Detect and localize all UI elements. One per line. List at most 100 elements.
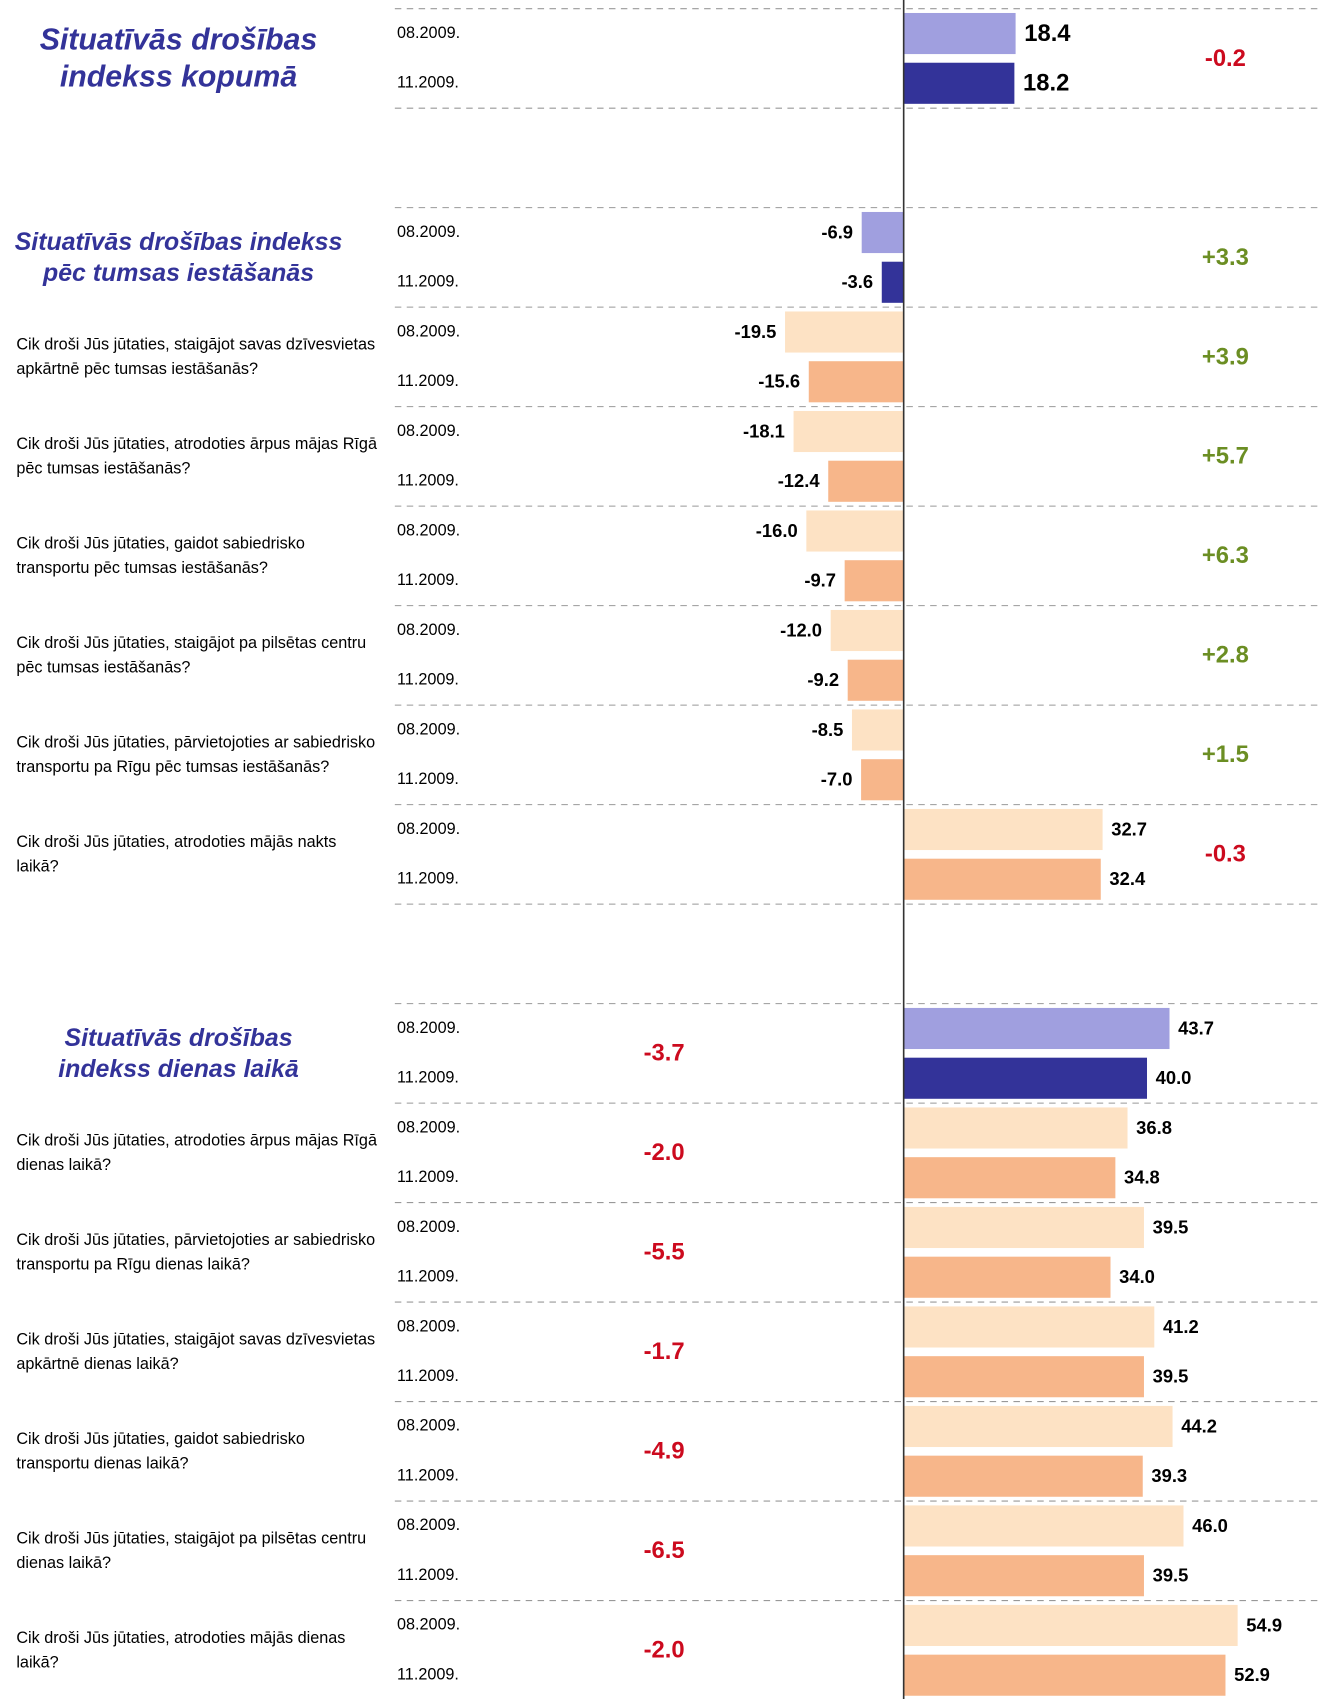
value-label: -19.5 xyxy=(735,321,777,342)
value-label: 46.0 xyxy=(1192,1515,1228,1536)
series-label: 08.2009. xyxy=(397,1616,460,1634)
bar xyxy=(903,1206,1144,1249)
value-label: -15.6 xyxy=(758,371,800,392)
series-label: 08.2009. xyxy=(397,223,460,241)
change-label: +1.5 xyxy=(1202,741,1249,768)
question-label: Cik droši Jūs jūtaties, atrodoties ārpus… xyxy=(16,1131,377,1175)
change-label: -0.3 xyxy=(1205,841,1246,868)
value-label: 39.5 xyxy=(1153,1216,1189,1237)
bar xyxy=(861,759,904,801)
section-title-box: Situatīvās drošības indekss pēc tumsas i… xyxy=(14,227,343,287)
question-label: Cik droši Jūs jūtaties, pārvietojoties a… xyxy=(16,733,376,777)
change-label: +2.8 xyxy=(1202,642,1249,669)
series-label: 11.2009. xyxy=(397,74,459,92)
question-label-box: Cik droši Jūs jūtaties, staigājot savas … xyxy=(16,1330,376,1374)
value-label: -3.6 xyxy=(841,271,873,292)
bar xyxy=(830,609,904,652)
value-label: -7.0 xyxy=(821,769,853,790)
change-label: +6.3 xyxy=(1202,542,1249,569)
value-label: -6.9 xyxy=(821,221,853,242)
bar xyxy=(903,1007,1170,1050)
value-label: 32.4 xyxy=(1109,868,1146,889)
series-label: 08.2009. xyxy=(397,24,460,42)
value-label: 39.3 xyxy=(1151,1465,1187,1486)
change-label: -5.5 xyxy=(644,1239,685,1266)
change-label: +3.9 xyxy=(1202,343,1249,370)
change-label: +3.3 xyxy=(1202,244,1249,271)
value-label: 34.8 xyxy=(1124,1167,1160,1188)
question-label: Cik droši Jūs jūtaties, staigājot savas … xyxy=(16,1330,376,1374)
series-label: 08.2009. xyxy=(397,322,460,340)
change-label: -2.0 xyxy=(644,1139,685,1166)
question-label-box: Cik droši Jūs jūtaties, staigājot savas … xyxy=(16,335,376,379)
series-label: 11.2009. xyxy=(397,273,459,291)
bar xyxy=(903,1256,1111,1298)
value-label: 18.2 xyxy=(1023,70,1069,97)
series-label: 08.2009. xyxy=(397,1417,460,1435)
change-label: -4.9 xyxy=(644,1438,685,1465)
value-label: 41.2 xyxy=(1163,1316,1199,1337)
section-title: Situatīvās drošības indekss kopumā xyxy=(39,22,318,94)
bar xyxy=(793,410,904,453)
series-label: 08.2009. xyxy=(397,621,460,639)
change-label: -3.7 xyxy=(644,1040,685,1067)
value-label: 44.2 xyxy=(1181,1415,1217,1436)
change-label: -0.2 xyxy=(1205,45,1246,72)
bar xyxy=(903,1654,1226,1696)
bar xyxy=(806,510,904,552)
change-label: -2.0 xyxy=(644,1637,685,1664)
section-title: Situatīvās drošības indekss pēc tumsas i… xyxy=(14,227,343,287)
value-label: 34.0 xyxy=(1119,1266,1155,1287)
value-label: -8.5 xyxy=(812,719,844,740)
change-label: -6.5 xyxy=(644,1537,685,1564)
value-label: 18.4 xyxy=(1024,20,1071,47)
bar xyxy=(785,311,904,353)
question-label: Cik droši Jūs jūtaties, atrodoties mājās… xyxy=(16,832,337,876)
bar xyxy=(903,1604,1238,1647)
value-label: -9.2 xyxy=(807,669,839,690)
bar xyxy=(851,709,904,751)
change-label: +5.7 xyxy=(1202,443,1249,470)
series-label: 08.2009. xyxy=(397,1218,460,1236)
question-label-box: Cik droši Jūs jūtaties, atrodoties ārpus… xyxy=(16,435,377,478)
series-label: 08.2009. xyxy=(397,521,460,539)
bar xyxy=(903,1107,1128,1149)
series-label: 11.2009. xyxy=(397,671,459,689)
value-label: -12.4 xyxy=(778,470,821,491)
section-title: Situatīvās drošības indekss dienas laikā xyxy=(58,1023,299,1083)
bar xyxy=(903,1306,1155,1348)
value-label: 40.0 xyxy=(1156,1067,1192,1088)
series-label: 11.2009. xyxy=(397,1069,459,1087)
series-label: 11.2009. xyxy=(397,1268,459,1286)
question-label-box: Cik droši Jūs jūtaties, pārvietojoties a… xyxy=(16,733,376,777)
value-label: -12.0 xyxy=(780,619,822,640)
section-title-box: Situatīvās drošības indekss dienas laikā xyxy=(58,1023,299,1083)
series-label: 08.2009. xyxy=(397,820,460,838)
question-label-box: Cik droši Jūs jūtaties, atrodoties mājās… xyxy=(16,1629,345,1672)
bar xyxy=(903,1405,1173,1448)
question-label-box: Cik droši Jūs jūtaties, gaidot sabiedris… xyxy=(16,1430,305,1473)
bar xyxy=(903,1057,1148,1099)
bar xyxy=(903,1356,1144,1398)
question-label: Cik droši Jūs jūtaties, pārvietojoties a… xyxy=(16,1230,376,1274)
bar xyxy=(881,261,904,303)
series-label: 08.2009. xyxy=(397,422,460,440)
series-label: 11.2009. xyxy=(397,372,459,390)
bar xyxy=(903,1157,1116,1199)
bar xyxy=(903,12,1016,55)
question-label: Cik droši Jūs jūtaties, staigājot savas … xyxy=(16,335,376,379)
value-label: 43.7 xyxy=(1178,1017,1214,1038)
question-label-box: Cik droši Jūs jūtaties, gaidot sabiedris… xyxy=(16,534,305,577)
question-label-box: Cik droši Jūs jūtaties, staigājot pa pil… xyxy=(16,1529,366,1572)
value-label: 39.5 xyxy=(1153,1366,1189,1387)
bar xyxy=(847,659,904,701)
series-label: 08.2009. xyxy=(397,1118,460,1136)
value-label: -9.7 xyxy=(804,570,836,591)
series-label: 08.2009. xyxy=(397,1317,460,1335)
series-label: 11.2009. xyxy=(397,870,459,888)
bar xyxy=(903,62,1015,104)
value-label: -18.1 xyxy=(743,420,785,441)
series-label: 11.2009. xyxy=(397,770,459,788)
